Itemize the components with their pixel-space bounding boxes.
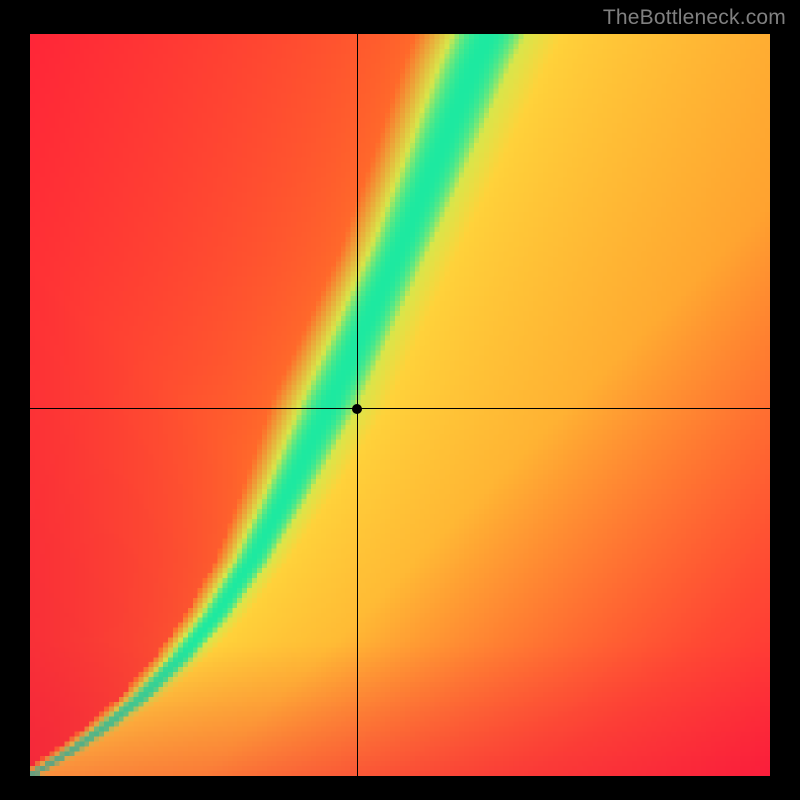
watermark-text: TheBottleneck.com [603, 6, 786, 30]
heatmap-canvas [30, 34, 770, 776]
bottleneck-heatmap [30, 34, 770, 776]
